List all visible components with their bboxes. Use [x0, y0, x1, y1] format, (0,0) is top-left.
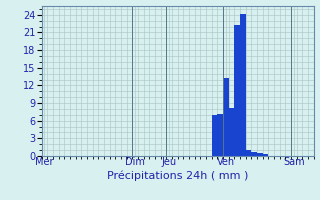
Bar — [234, 25, 240, 156]
Bar — [228, 108, 234, 156]
Bar — [212, 115, 217, 156]
Bar — [223, 78, 228, 156]
Bar — [257, 153, 263, 156]
Bar — [240, 14, 246, 156]
X-axis label: Précipitations 24h ( mm ): Précipitations 24h ( mm ) — [107, 170, 248, 181]
Bar — [217, 114, 223, 156]
Bar — [251, 152, 257, 156]
Bar — [263, 154, 268, 156]
Bar — [246, 150, 251, 156]
